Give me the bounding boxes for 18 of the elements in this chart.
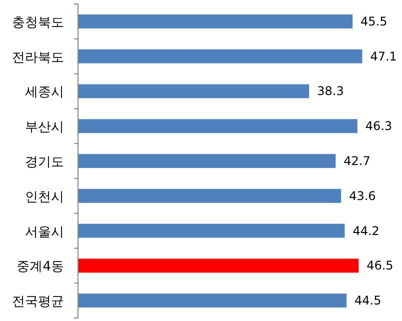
data-label: 44.2 [352,224,380,238]
data-label: 38.3 [317,84,344,98]
y-tick-label: 세종시 [25,85,64,100]
data-label: 46.3 [365,119,392,134]
y-tick-label: 부산시 [25,120,64,136]
data-label: 46.5 [366,258,394,273]
y-tick-label: 중계4동 [16,260,64,275]
y-tick-label: 전국평균 [12,294,64,310]
y-tick-label: 전라북도 [12,50,64,66]
data-label: 43.6 [349,188,376,203]
data-label: 44.5 [354,294,382,308]
y-tick-label: 경기도 [25,155,64,170]
data-label: 42.7 [344,154,370,168]
data-label: 47.1 [370,49,397,64]
y-tick-label: 충청북도 [12,15,64,30]
data-label: 45.5 [360,14,388,28]
y-tick-label: 서울시 [25,224,64,240]
y-tick-label: 인천시 [25,190,64,205]
